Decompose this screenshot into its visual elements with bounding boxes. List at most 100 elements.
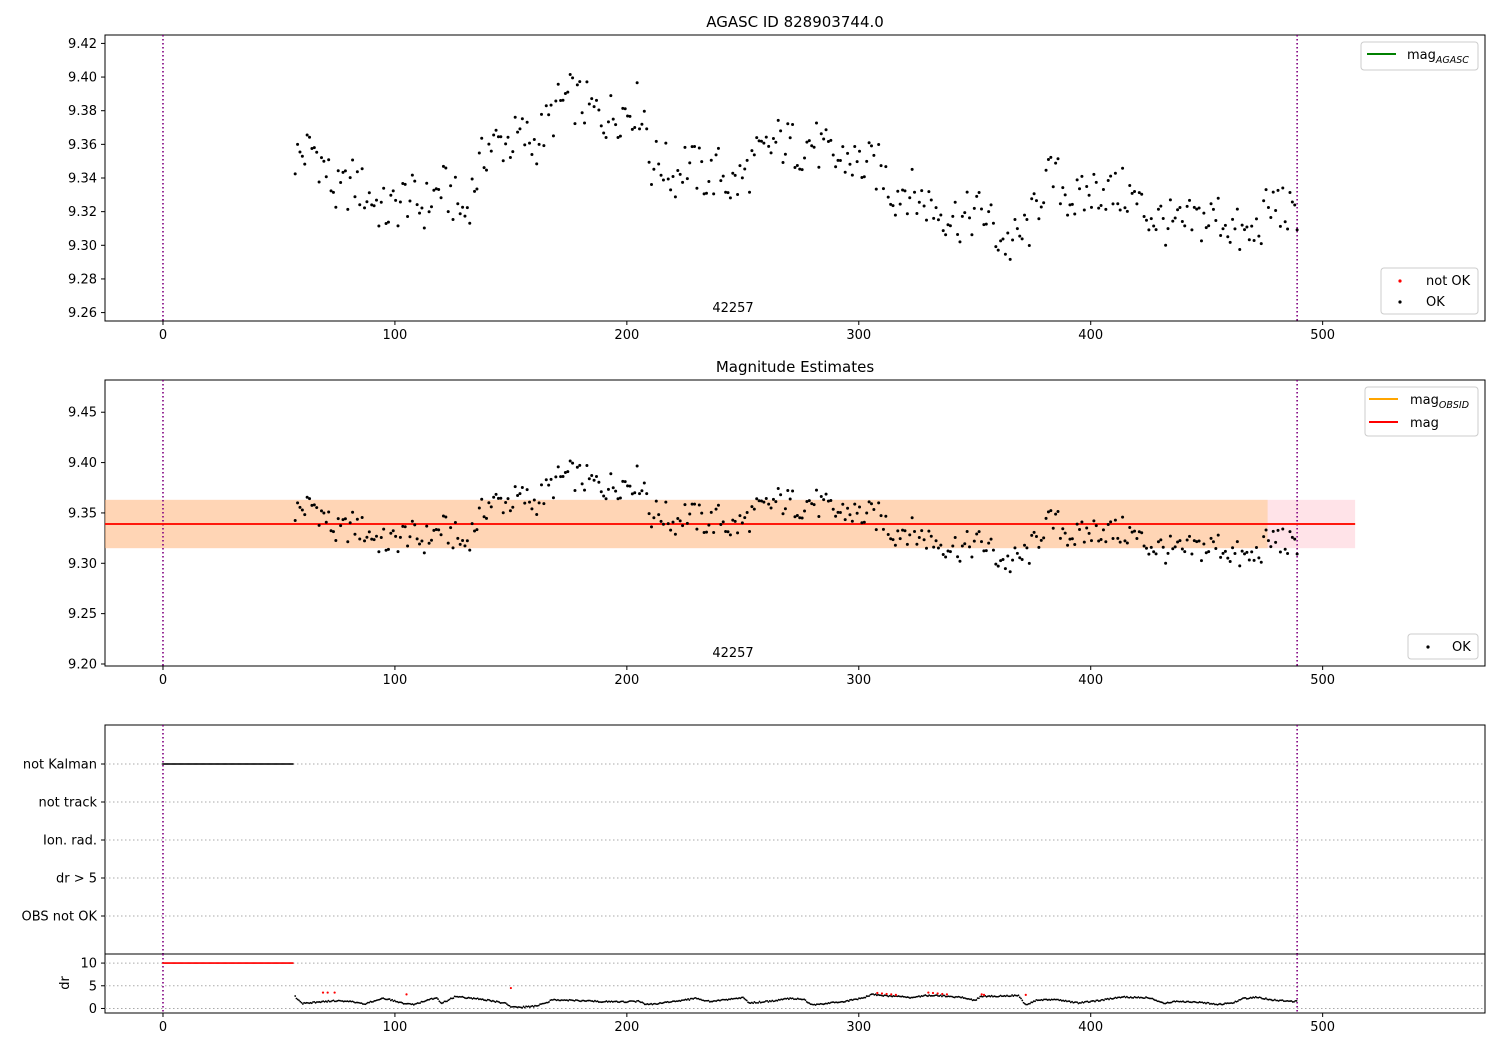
p1-ok-point bbox=[324, 175, 328, 179]
p2-ok-point bbox=[319, 509, 323, 513]
panel-dr-ylabel: dr bbox=[58, 976, 73, 990]
p2-ok-point bbox=[879, 514, 883, 518]
p1-ok-point bbox=[513, 115, 517, 119]
dr-point bbox=[498, 1001, 501, 1004]
p1-ok-point bbox=[315, 150, 319, 154]
dr-point bbox=[1071, 1000, 1073, 1003]
p2-ok-point bbox=[1188, 534, 1192, 538]
p2-ok-point bbox=[1197, 539, 1201, 543]
p1-ok-point bbox=[1003, 252, 1007, 256]
p1-ok-point bbox=[1085, 184, 1089, 188]
p2-ok-point bbox=[566, 470, 570, 474]
dr-point bbox=[1017, 994, 1020, 997]
p1-ok-point bbox=[559, 99, 563, 103]
p1-xtick-label: 200 bbox=[614, 328, 639, 343]
p1-ok-point bbox=[446, 210, 450, 214]
p2-ok-point bbox=[695, 527, 699, 531]
p2-ok-point bbox=[1211, 540, 1215, 544]
dr-point bbox=[629, 1000, 632, 1002]
dr-point bbox=[1000, 995, 1003, 998]
p2-ok-point bbox=[1106, 522, 1110, 526]
p1-ok-point bbox=[1149, 217, 1153, 221]
p2-ok-point bbox=[1061, 527, 1065, 531]
dr-point bbox=[854, 998, 857, 1001]
p1-ok-point bbox=[429, 205, 433, 209]
p1-ok-point bbox=[869, 144, 873, 148]
p1-ok-point bbox=[776, 118, 780, 122]
p2-ok-point bbox=[805, 499, 809, 503]
p2-ok-point bbox=[477, 506, 481, 510]
p2-ok-point bbox=[1006, 554, 1010, 558]
p1-ok-point bbox=[1049, 155, 1053, 159]
dr-point bbox=[1054, 998, 1057, 1001]
p2-ok-point bbox=[1104, 540, 1108, 544]
p2-ok-point bbox=[915, 542, 919, 546]
p2-ok-point bbox=[936, 546, 940, 550]
p2-ok-point bbox=[1223, 549, 1227, 553]
dr-point bbox=[500, 1001, 503, 1004]
legend-estimates-points[interactable]: OK bbox=[1407, 633, 1479, 660]
p2-ok-point bbox=[889, 537, 893, 541]
p1-ytick-label: 9.34 bbox=[68, 172, 97, 187]
p1-ok-point bbox=[575, 83, 579, 87]
p1-ok-point bbox=[1271, 190, 1275, 194]
dr-red-point bbox=[890, 993, 893, 996]
p1-ok-point bbox=[1087, 193, 1091, 197]
p1-ok-point bbox=[941, 229, 945, 233]
p2-ok-point bbox=[1149, 545, 1153, 549]
p2-ok-point bbox=[1058, 536, 1062, 540]
dr-point bbox=[469, 997, 471, 999]
dr-point bbox=[402, 1002, 405, 1005]
p2-ok-point bbox=[740, 521, 744, 525]
p1-ok-point bbox=[745, 158, 749, 162]
p1-ok-point bbox=[1154, 228, 1158, 232]
p1-ok-point bbox=[640, 122, 644, 126]
p1-ok-point bbox=[748, 190, 752, 194]
dr-point bbox=[522, 1005, 525, 1008]
dr-point bbox=[529, 1006, 531, 1009]
p2-ok-point bbox=[1116, 536, 1120, 540]
p1-ok-point bbox=[308, 135, 312, 139]
p1-ok-point bbox=[834, 165, 838, 169]
p2-ok-point bbox=[1049, 509, 1053, 513]
p1-ok-point bbox=[1152, 224, 1156, 228]
p1-xtick-label: 500 bbox=[1310, 328, 1335, 343]
p2-ok-point bbox=[461, 539, 465, 543]
p1-ok-point bbox=[1250, 224, 1254, 228]
dr-red-point bbox=[931, 991, 935, 995]
legend-agasc-line[interactable]: magAGASC bbox=[1360, 41, 1479, 71]
p1-ok-point bbox=[968, 216, 972, 220]
legend-ok-label: OK bbox=[1426, 295, 1445, 310]
dr-point bbox=[1273, 998, 1276, 1001]
p1-ok-point bbox=[1046, 157, 1050, 161]
dr-point bbox=[332, 999, 335, 1002]
dr-point bbox=[592, 1000, 595, 1003]
p2-ok-point bbox=[1094, 524, 1098, 528]
p2-ok-point bbox=[329, 529, 333, 533]
panel-dr-frame bbox=[104, 953, 1486, 1014]
dr-point bbox=[943, 994, 946, 997]
flag-category-label: OBS not OK bbox=[22, 910, 98, 925]
legend-estimates-lines[interactable]: magOBSID mag bbox=[1364, 386, 1479, 437]
p2-ok-point bbox=[1133, 529, 1137, 533]
p2-ok-point bbox=[649, 525, 653, 529]
p2-ok-point bbox=[676, 516, 680, 520]
p1-ok-point bbox=[494, 128, 498, 132]
p2-ok-point bbox=[927, 529, 931, 533]
p1-ok-point bbox=[501, 159, 505, 163]
p2-ok-point bbox=[1209, 536, 1213, 540]
dr-point bbox=[296, 998, 299, 1001]
p2-ok-point bbox=[788, 497, 792, 501]
p2-ok-point bbox=[712, 531, 716, 535]
dr-point bbox=[1161, 1001, 1164, 1004]
p1-ok-point bbox=[865, 159, 869, 163]
legend-agasc-points[interactable]: not OK OK bbox=[1380, 267, 1479, 315]
p2-ok-point bbox=[903, 529, 907, 533]
p2-ok-point bbox=[1027, 561, 1031, 565]
p1-ok-point bbox=[597, 108, 601, 112]
dr-point bbox=[912, 996, 915, 999]
p1-ok-point bbox=[1286, 227, 1290, 231]
p2-ok-point bbox=[626, 484, 630, 488]
p1-ok-point bbox=[511, 150, 515, 154]
dr-point bbox=[368, 1001, 371, 1004]
